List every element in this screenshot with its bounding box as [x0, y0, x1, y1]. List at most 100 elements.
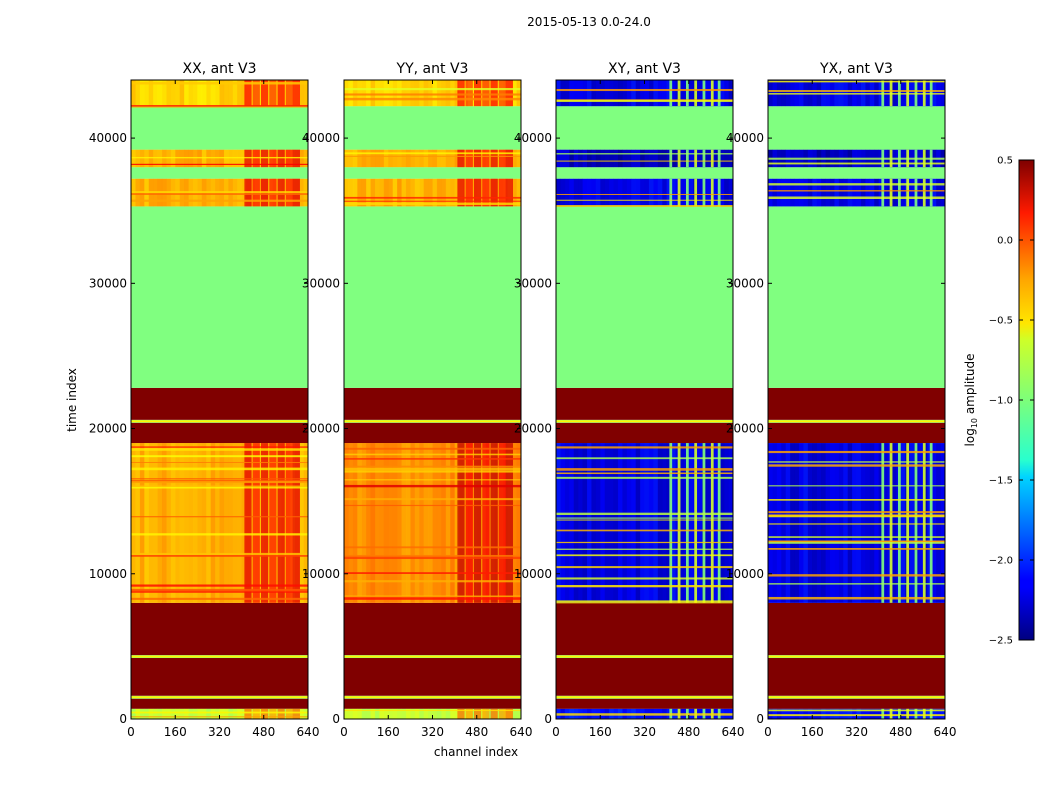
heatmap-cell [852, 708, 857, 719]
heatmap-cell [883, 178, 888, 207]
heatmap-cell [677, 178, 681, 207]
heatmap-cell [717, 149, 721, 168]
heatmap-streak [556, 517, 733, 519]
heatmap-cell [441, 178, 447, 207]
heatmap-streak [344, 498, 521, 501]
heatmap-cell [388, 708, 393, 719]
heatmap-cell [357, 80, 362, 107]
heatmap-cell [631, 80, 636, 107]
heatmap-cell [423, 149, 429, 168]
heatmap-cell [874, 443, 879, 603]
heatmap-cell [215, 708, 220, 719]
heatmap-cell [706, 443, 712, 603]
heatmap-cell [241, 443, 247, 603]
heatmap-cell [232, 80, 238, 107]
heatmap-cell [560, 178, 566, 207]
heatmap-cell [357, 149, 362, 168]
heatmap-streak [768, 548, 945, 550]
heatmap-cell [388, 80, 393, 107]
heatmap-streak [556, 88, 733, 92]
colorbar-label: log10 amplitude [963, 354, 979, 447]
heatmap-cell [516, 708, 521, 719]
heatmap-band [768, 206, 945, 388]
heatmap-cell [685, 178, 689, 207]
heatmap-band [556, 422, 733, 444]
heatmap-cell [662, 149, 667, 168]
heatmap-cell [157, 149, 163, 168]
heatmap-cell [914, 178, 918, 207]
heatmap-cell [241, 149, 247, 168]
heatmap-cell [210, 443, 216, 603]
heatmap-cell [445, 149, 451, 168]
heatmap-cell [490, 178, 498, 207]
heatmap-cell [617, 80, 623, 107]
y-tick-label: 30000 [514, 276, 552, 290]
heatmap-cell [432, 80, 438, 107]
heatmap-cell [586, 443, 592, 603]
heatmap-cell [825, 708, 831, 719]
heatmap-cell [803, 708, 809, 719]
heatmap-cell [223, 149, 229, 168]
heatmap-cell [702, 178, 706, 207]
heatmap-cell [768, 178, 773, 207]
heatmap-cell [569, 443, 574, 603]
heatmap-cell [906, 178, 910, 207]
heatmap-cell [505, 178, 513, 207]
heatmap-streak [556, 577, 733, 580]
heatmap-cell [816, 443, 822, 603]
heatmap-cell [419, 178, 424, 207]
heatmap-cell [706, 149, 712, 168]
heatmap-cell [679, 178, 685, 207]
heatmap-cell [410, 443, 416, 603]
heatmap-cell [653, 443, 659, 603]
heatmap-cell [135, 443, 141, 603]
heatmap-cell [223, 443, 229, 603]
heatmap-cell [260, 80, 269, 107]
y-tick-label: 20000 [302, 422, 340, 436]
heatmap-cell [473, 80, 482, 107]
colorbar: 0.5 0.0 −0.5 −1.0 −1.5 −2.0 −2.5 log10 amplitu… [963, 156, 1035, 647]
heatmap-cell [184, 443, 189, 603]
heatmap-cell [640, 149, 645, 168]
heatmap-streak [556, 548, 733, 550]
heatmap-cell [715, 149, 721, 168]
heatmap-cell [166, 708, 172, 719]
heatmap-cell [785, 443, 791, 603]
heatmap-cell [292, 80, 300, 107]
heatmap-streak [768, 523, 945, 525]
panel-title: YY, ant V3 [396, 61, 469, 77]
heatmap-cell [688, 178, 694, 207]
heatmap-cell [361, 178, 367, 207]
heatmap-cell [586, 149, 592, 168]
heatmap-streak [556, 199, 733, 201]
heatmap-cell [669, 178, 673, 207]
y-tick-label: 40000 [302, 131, 340, 145]
y-tick-label: 0 [332, 712, 340, 726]
heatmap-cell [909, 708, 915, 719]
heatmap-cell [909, 443, 915, 603]
heatmap-cell [812, 708, 817, 719]
heatmap-cell [144, 149, 149, 168]
heatmap-band [768, 422, 945, 444]
heatmap-cell [843, 178, 848, 207]
heatmap-cell [303, 443, 308, 603]
heatmap-cell [157, 708, 163, 719]
heatmap-cell [144, 708, 149, 719]
heatmap-cell [847, 443, 853, 603]
panel-4: YX, ant V3 0 160 320 480 640 0 10000 20000 30000 4… [726, 61, 957, 739]
heatmap-streak [131, 533, 308, 536]
heatmap-cell [728, 178, 733, 207]
heatmap-cell [829, 708, 835, 719]
heatmap-cell [366, 178, 371, 207]
heatmap-cell [512, 443, 517, 603]
heatmap-cell [148, 708, 154, 719]
heatmap-cell [436, 149, 442, 168]
heatmap-cell [252, 443, 260, 603]
heatmap-cell [352, 708, 358, 719]
heatmap-cell [688, 443, 694, 603]
heatmap-cell [516, 178, 521, 207]
heatmap-cell [662, 80, 667, 107]
heatmap-cell [457, 178, 465, 207]
heatmap-band [344, 422, 521, 444]
heatmap-cell [153, 80, 158, 107]
